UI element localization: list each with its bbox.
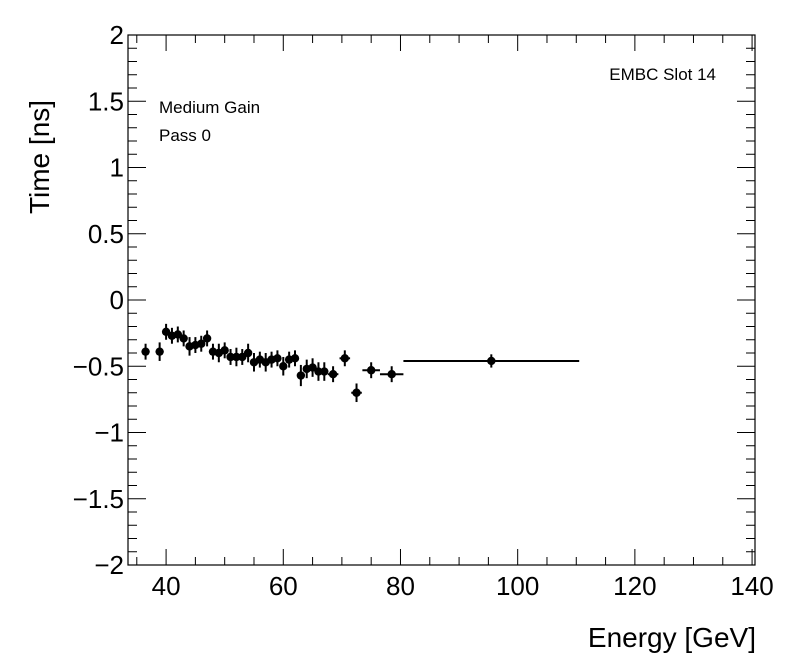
data-point <box>273 350 282 367</box>
y-tick-label: 0 <box>110 285 124 315</box>
pass-annotation: Pass 0 <box>159 126 211 145</box>
point-marker <box>328 370 338 379</box>
point-marker <box>487 356 496 366</box>
axes: −2 −1.5 −1 −0.5 0 0.5 1 1.5 2 40 60 80 100 120 140 <box>73 20 774 601</box>
x-tick-label: 120 <box>613 571 656 601</box>
y-tick-label: −1 <box>94 418 124 448</box>
data-point <box>155 342 164 361</box>
point-marker <box>238 352 247 362</box>
gain-annotation: Medium Gain <box>159 98 260 117</box>
data-point <box>379 366 404 383</box>
data-point <box>220 342 229 359</box>
data-point <box>362 362 380 379</box>
slot-annotation: EMBC Slot 14 <box>609 65 716 84</box>
point-marker <box>387 370 396 379</box>
point-marker <box>273 354 282 363</box>
y-tick-label: −2 <box>94 550 124 580</box>
data-point <box>296 364 306 387</box>
data-point <box>179 330 188 347</box>
data-point <box>351 383 362 403</box>
x-tick-label: 60 <box>269 571 298 601</box>
point-marker <box>290 354 300 363</box>
y-axis-title: Time [ns] <box>24 100 55 214</box>
data-point <box>320 362 329 381</box>
point-marker <box>243 348 253 358</box>
data-point <box>339 350 351 367</box>
y-tick-label: 2 <box>110 20 124 50</box>
point-marker <box>226 352 235 362</box>
data-point <box>279 356 288 376</box>
data-point <box>327 366 339 383</box>
data-point <box>173 326 183 343</box>
point-marker <box>179 334 188 343</box>
point-marker <box>352 388 361 397</box>
point-marker <box>366 366 376 375</box>
x-tick-label: 140 <box>730 571 773 601</box>
point-marker <box>308 363 317 372</box>
y-tick-label: −1.5 <box>73 484 124 514</box>
point-marker <box>279 362 288 371</box>
point-marker <box>202 334 212 343</box>
data-point <box>232 347 241 367</box>
x-tick-label: 40 <box>152 571 181 601</box>
y-tick-label: 1 <box>110 153 124 183</box>
point-marker <box>340 354 350 363</box>
point-marker <box>220 346 229 355</box>
data-point <box>238 349 247 365</box>
data-point <box>403 354 580 368</box>
y-tick-label: −0.5 <box>73 351 124 381</box>
point-marker <box>320 367 329 376</box>
x-tick-label: 80 <box>386 571 415 601</box>
y-tick-label: 0.5 <box>88 219 124 249</box>
data-point <box>141 343 150 360</box>
data-points <box>141 323 580 403</box>
point-marker <box>141 347 150 356</box>
point-marker <box>155 347 164 356</box>
y-tick-label: 1.5 <box>88 86 124 116</box>
data-point <box>308 358 317 377</box>
data-point <box>197 335 206 352</box>
data-point <box>243 343 253 363</box>
point-marker <box>232 352 241 362</box>
x-axis-title: Energy [GeV] <box>588 622 756 653</box>
point-marker <box>161 327 171 336</box>
point-marker <box>296 371 306 380</box>
x-tick-label: 100 <box>496 571 539 601</box>
point-marker <box>197 339 206 348</box>
point-marker <box>314 367 323 376</box>
data-point <box>161 323 171 340</box>
data-point <box>202 330 212 347</box>
data-point <box>290 350 300 367</box>
point-marker <box>173 330 183 339</box>
